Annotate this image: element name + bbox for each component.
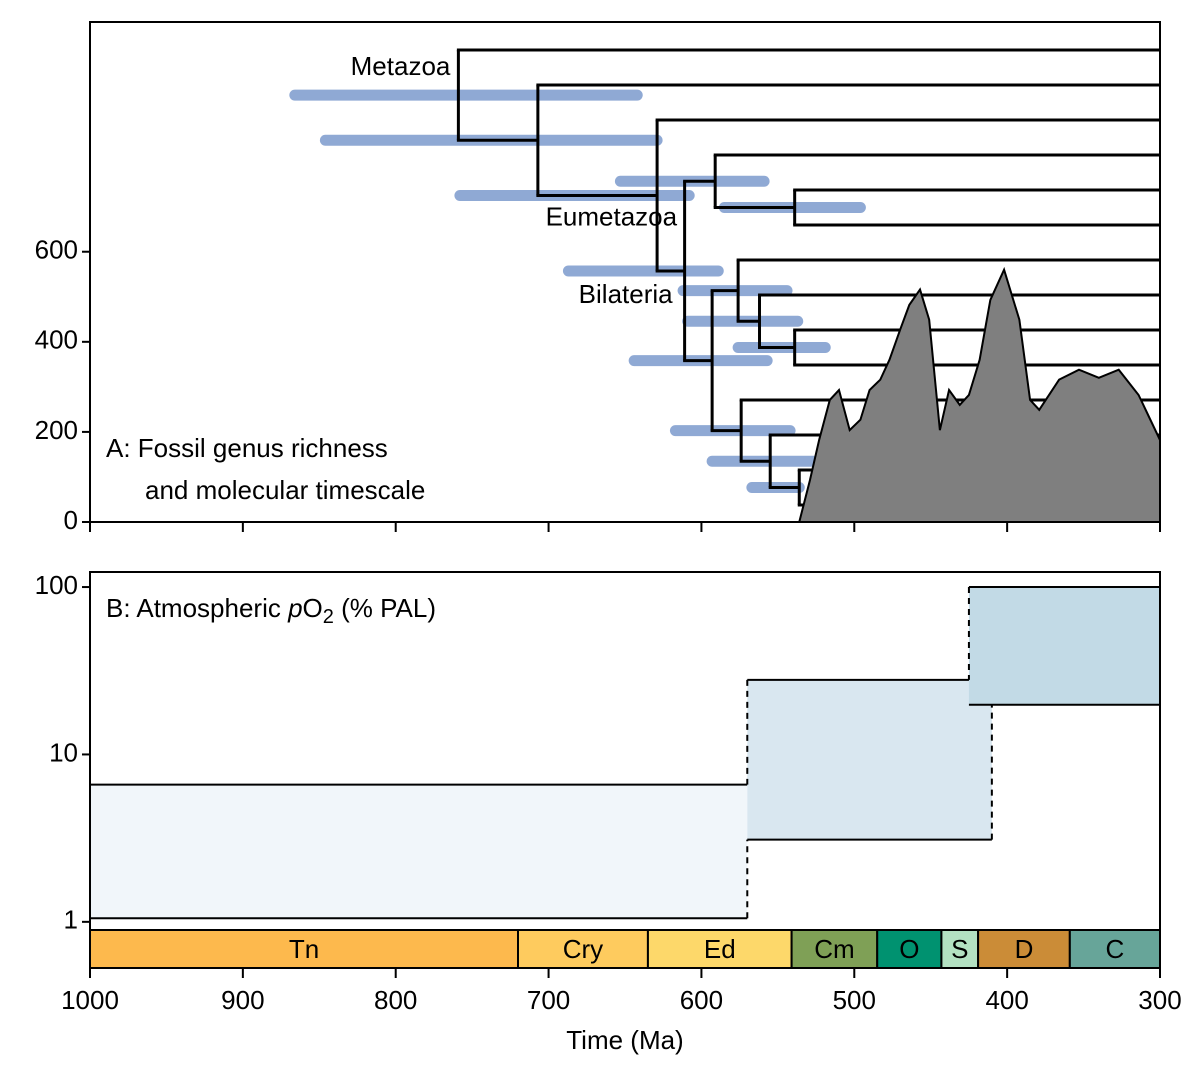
plot-frame xyxy=(89,21,1161,523)
richness-area xyxy=(797,266,1161,523)
label-part: (% PAL) xyxy=(334,593,436,623)
period-label: Ed xyxy=(704,934,736,964)
period-label: Tn xyxy=(289,934,319,964)
y-tick-label: 400 xyxy=(35,325,78,355)
y-tick-label: 200 xyxy=(35,415,78,445)
x-tick-label: 400 xyxy=(985,985,1028,1015)
x-tick-label: 900 xyxy=(221,985,264,1015)
plot-frame xyxy=(89,571,1161,969)
period xyxy=(876,929,943,969)
period-label: Cry xyxy=(563,934,603,964)
y-tick-label: 1 xyxy=(64,905,78,935)
panel-a-label: A: Fossil genus richness xyxy=(106,433,388,463)
label-part: 2 xyxy=(323,606,334,628)
period xyxy=(790,929,879,969)
label-part: B: Atmospheric xyxy=(106,593,288,623)
panel-a-label: and molecular timescale xyxy=(145,475,425,505)
x-tick-label: 300 xyxy=(1138,985,1181,1015)
period xyxy=(517,929,649,969)
x-tick-label: 1000 xyxy=(61,985,119,1015)
period-label: S xyxy=(951,934,968,964)
clade-label: Metazoa xyxy=(351,51,451,81)
x-tick-label: 500 xyxy=(833,985,876,1015)
y-tick-label: 600 xyxy=(35,235,78,265)
x-tick-label: 800 xyxy=(374,985,417,1015)
period xyxy=(646,929,793,969)
clade-label: Eumetazoa xyxy=(546,201,678,231)
x-tick-label: 700 xyxy=(527,985,570,1015)
period xyxy=(940,929,980,969)
label-part: O xyxy=(303,593,323,623)
o2-band xyxy=(90,784,748,919)
x-tick-label: 600 xyxy=(680,985,723,1015)
period-label: D xyxy=(1015,934,1034,964)
clade-label: Bilateria xyxy=(579,279,673,309)
o2-band xyxy=(747,679,992,840)
period-label: O xyxy=(899,934,919,964)
o2-band xyxy=(968,587,1160,705)
panel-b-label: B: Atmospheric pO2 (% PAL) xyxy=(106,593,436,628)
y-tick-label: 100 xyxy=(35,570,78,600)
y-tick-label: 0 xyxy=(64,505,78,535)
period-label: C xyxy=(1106,934,1125,964)
label-part: p xyxy=(287,593,302,623)
x-axis-label: Time (Ma) xyxy=(566,1025,683,1055)
period-label: Cm xyxy=(814,934,854,964)
y-tick-label: 10 xyxy=(49,737,78,767)
